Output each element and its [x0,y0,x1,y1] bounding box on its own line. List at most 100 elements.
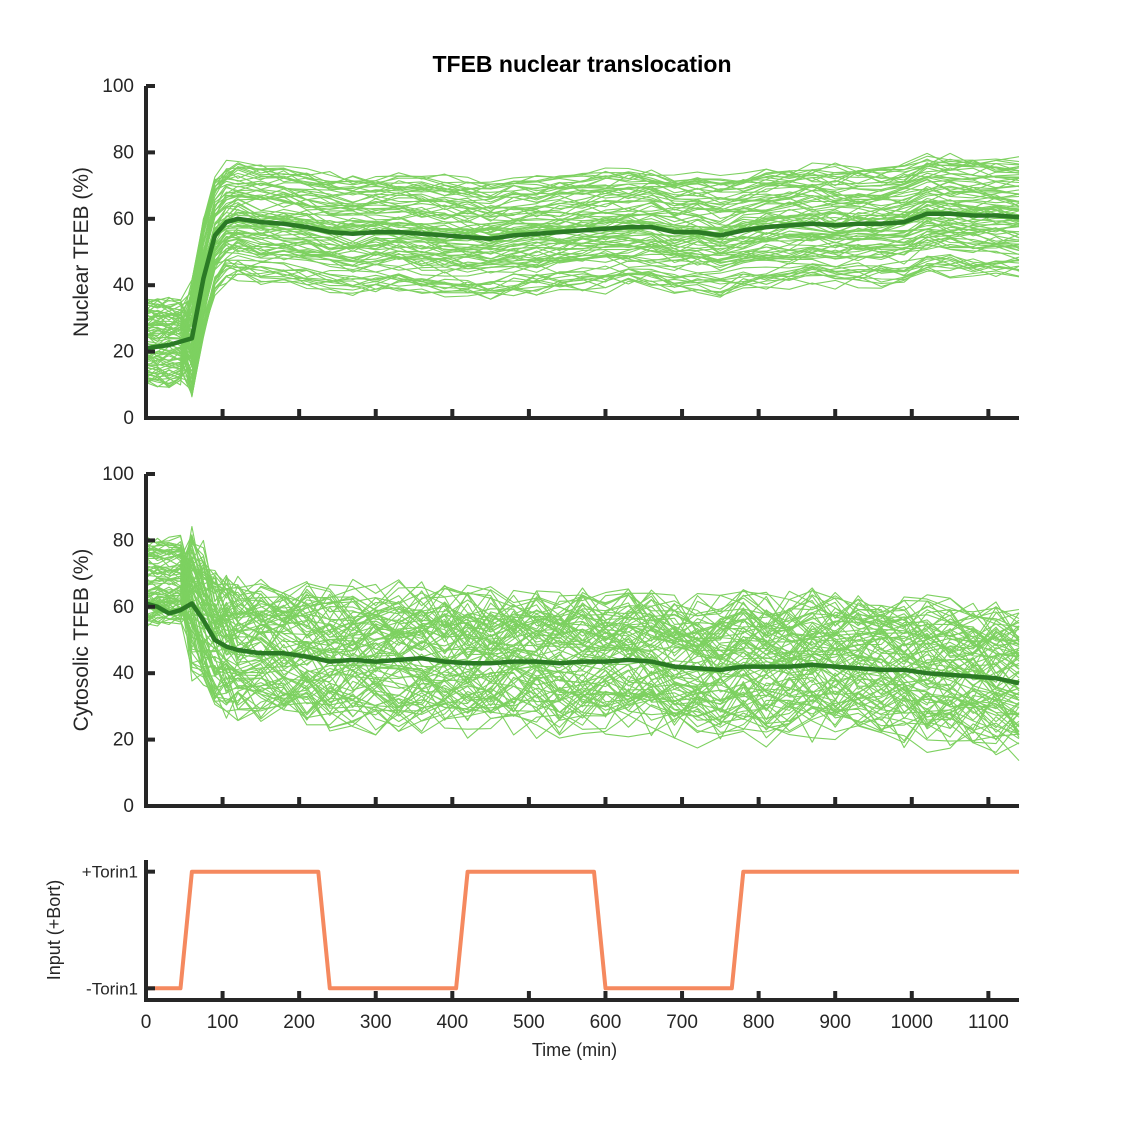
trace-line [145,561,1020,658]
x-tick-label: 200 [283,1012,315,1033]
trace-line [145,571,1020,674]
x-tick-label: 900 [819,1012,851,1033]
trace-line [145,191,1020,322]
panel-nuclear: 0 20 40 60 80 100 Nuclear TFEB (%) [70,76,1020,429]
trace-line [145,176,1020,327]
trace-line [145,546,1020,697]
trace-line [145,558,1020,670]
y-axis-label: Cytosolic TFEB (%) [70,549,93,732]
trace-line [145,577,1020,753]
mean-series-line [145,211,1020,351]
panel-cytosolic: 0 20 40 60 80 100 Cytosolic TFEB (%) [70,464,1020,817]
input-series-line [146,869,1019,991]
trace-line [145,539,1020,674]
trace-line [145,219,1020,345]
y-axis-label: Nuclear TFEB (%) [70,167,93,337]
y-tick-label: 0 [123,796,134,817]
trace-line [145,155,1020,387]
y-tick-label: 0 [123,408,134,429]
y-tick-label: 80 [113,530,134,551]
trace-line [145,577,1020,706]
x-tick-label: 600 [590,1012,622,1033]
trace-line [145,599,1020,705]
trace-line [145,564,1020,654]
trace-line [145,219,1020,349]
trace-line [145,555,1020,640]
trace-line [145,590,1020,745]
trace-line [145,534,1020,631]
trace-line [145,262,1020,397]
x-axis-label: Time (min) [532,1040,617,1060]
x-tick-label: 800 [743,1012,775,1033]
y-tick-label: -Torin1 [86,979,138,998]
trace-line [145,181,1020,388]
x-tick-label: 0 [141,1012,152,1033]
trace-line [145,548,1020,690]
trace-line [145,259,1020,392]
trace-line [145,239,1020,372]
trace-line [145,159,1020,334]
trace-line [145,255,1020,390]
trace-line [145,557,1020,657]
chart-title: TFEB nuclear translocation [432,51,731,77]
x-tick-label: 700 [666,1012,698,1033]
trace-line [145,556,1020,655]
trace-line [145,563,1020,655]
trace-line [146,602,1020,709]
trace-line [145,222,1020,377]
trace-line [145,236,1020,368]
trace-line [145,611,1020,699]
trace-line [145,179,1020,306]
trace-line [145,173,1020,334]
mean-series-line [145,601,1020,686]
trace-line [145,190,1020,353]
trace-line [145,592,1020,689]
y-tick-label: 60 [113,597,134,618]
y-tick-label: 40 [113,663,134,684]
trace-line [145,217,1020,388]
x-tick-label: 300 [360,1012,392,1033]
trace-line [145,220,1020,346]
individual-traces [145,525,1020,761]
trace-line [145,254,1020,378]
trace-line [145,237,1020,361]
trace-line [145,536,1020,646]
y-axis-label: Input (+Bort) [44,880,64,981]
y-tick-label: 20 [113,730,134,751]
y-tick-label: 80 [113,142,134,163]
trace-line [145,268,1020,396]
x-tick-label: 1100 [968,1012,1009,1033]
x-tick-label: 400 [436,1012,468,1033]
x-tick-label: 100 [207,1012,239,1033]
trace-line [145,167,1020,386]
trace-line [145,592,1020,723]
trace-line [145,230,1020,387]
trace-line [145,598,1020,729]
y-tick-label: 100 [102,464,134,485]
trace-line [145,228,1020,362]
trace-line [145,586,1020,721]
y-tick-label: +Torin1 [82,863,138,882]
trace-line [145,555,1020,665]
x-tick-label: 500 [513,1012,545,1033]
y-tick-label: 60 [113,209,134,230]
trace-line [145,187,1020,349]
trace-line [145,258,1020,389]
trace-line [145,587,1020,664]
y-tick-label: 20 [113,342,134,363]
trace-line [145,549,1020,727]
panel-input: -Torin1 +Torin1 0 100 200 300 400 500 600 700 800 9… [44,860,1019,1060]
y-tick-label: 100 [102,76,134,97]
trace-line [145,152,1020,304]
trace-line [145,238,1020,365]
trace-line [145,200,1020,357]
trace-line [145,186,1020,337]
trace-line [145,260,1020,386]
x-tick-label: 1000 [891,1012,933,1033]
y-tick-label: 40 [113,275,134,296]
trace-line [145,544,1020,654]
trace-line [145,167,1020,362]
trace-line [145,152,1020,361]
